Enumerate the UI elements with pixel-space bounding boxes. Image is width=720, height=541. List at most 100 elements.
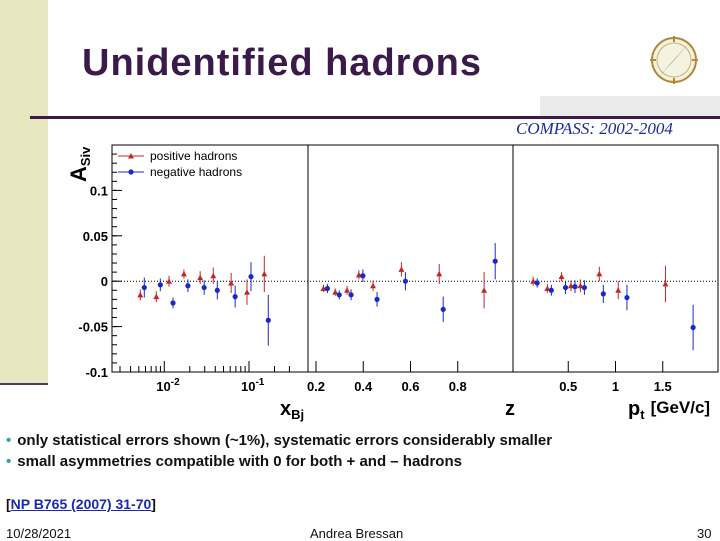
footer-date: 10/28/2021 — [6, 526, 72, 541]
panel-frame-2 — [307, 144, 514, 373]
legend-marker-negative — [128, 169, 134, 175]
legend-label-positive: positive hadrons — [150, 149, 237, 163]
y-tick-label: 0.1 — [90, 183, 108, 198]
x-tick-label: 0.6 — [401, 379, 419, 394]
y-axis-label-main: A — [66, 166, 91, 182]
negative-hadron-point — [534, 280, 540, 286]
reference-open: [ — [6, 496, 11, 512]
positive-hadron-point — [210, 272, 217, 279]
x-tick-label: 1 — [612, 379, 619, 394]
positive-hadron-point — [137, 291, 144, 298]
bullet-text-2: small asymmetries compatible with 0 for … — [17, 453, 462, 470]
legend-label-negative: negative hadrons — [150, 165, 242, 179]
title-rule — [30, 116, 720, 119]
positive-hadron-point — [228, 280, 235, 286]
x-tick-label-base: 10 — [241, 379, 255, 394]
negative-hadron-point — [690, 324, 696, 331]
bullet-list: • only statistical errors shown (~1%), sy… — [6, 430, 552, 472]
reference-link[interactable]: NP B765 (2007) 31-70 — [10, 496, 152, 512]
negative-hadron-point — [201, 284, 207, 291]
bullet-text-1: only statistical errors shown (~1%), sys… — [17, 432, 553, 449]
negative-hadron-point — [402, 278, 409, 284]
positive-hadron-point — [244, 289, 251, 295]
positive-hadron-point — [558, 273, 565, 280]
x-tick-label: 10-1 — [241, 377, 265, 394]
x-tick-label: 0.5 — [559, 379, 577, 394]
negative-hadron-point — [348, 292, 354, 298]
negative-hadron-point — [624, 294, 630, 301]
x-axis-label-sub: t — [640, 407, 645, 422]
positive-hadron-point — [344, 287, 351, 293]
negative-hadron-point — [248, 274, 254, 280]
negative-hadron-point — [600, 291, 606, 297]
negative-hadron-point — [572, 284, 578, 290]
positive-hadron-point — [436, 270, 443, 277]
legend-marker-positive — [128, 153, 134, 159]
positive-hadron-point — [197, 274, 204, 281]
header-box — [540, 96, 720, 116]
positive-hadron-point — [370, 282, 377, 289]
left-accent-line — [0, 383, 48, 385]
x-tick-label: 0.4 — [354, 379, 373, 394]
positive-hadron-point — [165, 278, 172, 284]
x-axis-label: xBj — [280, 398, 304, 422]
positive-hadron-point — [320, 285, 327, 291]
y-axis-label: ASiv — [66, 146, 93, 182]
x-axis-label: z — [505, 398, 515, 420]
reference: [NP B765 (2007) 31-70] — [6, 496, 156, 512]
y-tick-label: 0 — [101, 274, 108, 289]
positive-hadron-point — [615, 287, 622, 293]
negative-hadron-point — [492, 258, 498, 264]
x-tick-label-base: 10 — [156, 379, 170, 394]
positive-hadron-point — [261, 270, 268, 277]
negative-hadron-point — [170, 300, 176, 306]
left-accent-bar — [0, 0, 48, 385]
negative-hadron-point — [374, 296, 380, 302]
x-axis-label-main: x — [280, 398, 291, 420]
positive-hadron-point — [596, 270, 603, 277]
x-tick-label-exp: -1 — [255, 377, 264, 388]
bullet-item-2: • small asymmetries compatible with 0 for… — [6, 451, 552, 472]
negative-hadron-point — [548, 287, 554, 293]
y-tick-label: -0.1 — [86, 365, 108, 380]
positive-hadron-point — [332, 289, 339, 295]
positive-hadron-point — [398, 266, 405, 272]
x-tick-label: 0.2 — [307, 379, 325, 394]
footer-author: Andrea Bressan — [310, 526, 404, 541]
y-axis-label-sub: Siv — [78, 146, 93, 166]
negative-hadron-point — [232, 294, 238, 300]
x-tick-label: 10-2 — [156, 377, 180, 394]
compass-logo — [650, 36, 698, 84]
negative-hadron-point — [581, 284, 588, 291]
negative-hadron-point — [324, 285, 331, 292]
positive-hadron-point — [153, 293, 160, 300]
x-axis-label-unit: [GeV/c] — [651, 398, 711, 417]
negative-hadron-point — [141, 284, 147, 291]
negative-hadron-point — [265, 317, 271, 323]
positive-hadron-point — [662, 280, 669, 287]
x-axis-label-main: z — [505, 398, 515, 420]
experiment-label: COMPASS: 2002-2004 — [516, 119, 673, 138]
negative-hadron-point — [157, 282, 163, 288]
x-tick-label-exp: -2 — [171, 377, 180, 388]
x-axis-label-main: p — [628, 398, 640, 420]
positive-hadron-point — [180, 270, 187, 277]
y-tick-label: -0.05 — [78, 320, 108, 335]
plot-background — [60, 120, 720, 430]
y-tick-label: 0.05 — [83, 229, 108, 244]
x-axis-label: pt [GeV/c] — [628, 398, 710, 422]
bullet-item-1: • only statistical errors shown (~1%), sy… — [6, 430, 552, 451]
x-axis-label-sub: Bj — [291, 407, 304, 422]
x-tick-label: 0.8 — [449, 379, 467, 394]
bullet-dot: • — [6, 453, 12, 470]
negative-hadron-point — [185, 283, 191, 289]
negative-hadron-point — [440, 306, 446, 312]
footer-page-number: 30 — [697, 526, 712, 541]
panel-frame-1 — [111, 144, 309, 373]
negative-hadron-point — [360, 273, 366, 279]
negative-hadron-point — [336, 292, 342, 298]
bullet-dot: • — [6, 432, 12, 449]
panel-frame-3 — [512, 144, 719, 373]
reference-close: ] — [151, 496, 156, 512]
